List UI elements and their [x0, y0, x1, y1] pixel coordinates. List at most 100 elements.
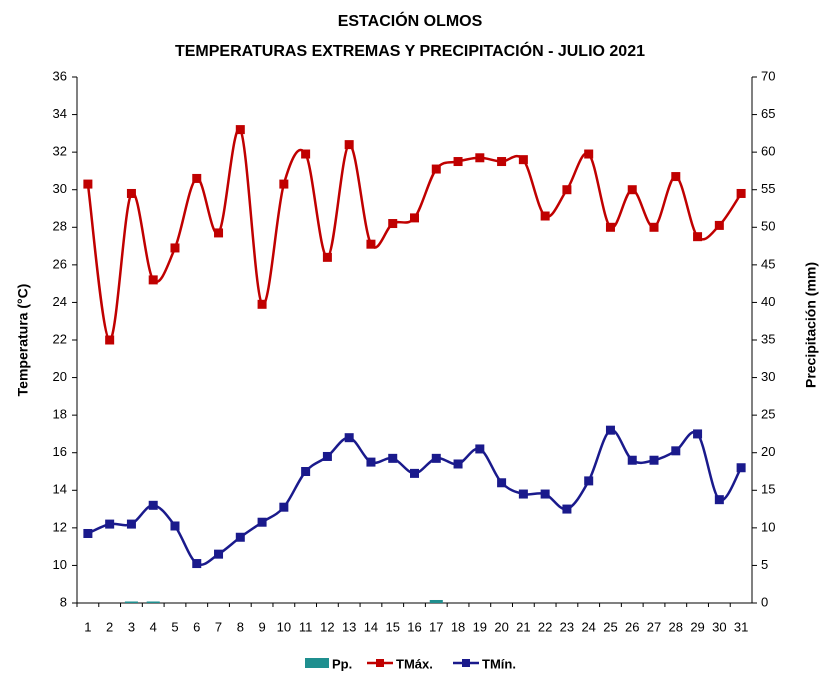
- marker: [627, 185, 637, 195]
- y2-tick-label: 0: [761, 594, 768, 609]
- chart-title: ESTACIÓN OLMOS: [338, 11, 483, 30]
- bar: [124, 601, 138, 603]
- x-tick-label: 13: [342, 619, 356, 634]
- marker: [126, 519, 136, 529]
- marker: [148, 275, 158, 285]
- chart-subtitle: TEMPERATURAS EXTREMAS Y PRECIPITACIÓN - …: [175, 41, 645, 60]
- marker: [453, 459, 463, 469]
- marker: [518, 155, 528, 165]
- marker: [148, 500, 158, 510]
- marker: [366, 239, 376, 249]
- x-tick-label: 2: [106, 619, 113, 634]
- y-axis-label: Temperatura (°C): [15, 284, 31, 397]
- marker: [366, 457, 376, 467]
- legend-text: TMáx.: [396, 656, 433, 671]
- legend-swatch: [462, 659, 470, 667]
- y2-tick-label: 10: [761, 519, 775, 534]
- marker: [518, 489, 528, 499]
- marker: [344, 433, 354, 443]
- x-tick-label: 12: [320, 619, 334, 634]
- marker: [649, 222, 659, 232]
- marker: [322, 451, 332, 461]
- bar: [146, 601, 160, 603]
- marker: [83, 528, 93, 538]
- y2-tick-label: 50: [761, 219, 775, 234]
- y-tick-label: 16: [53, 444, 67, 459]
- y-tick-label: 18: [53, 407, 67, 422]
- marker: [214, 228, 224, 238]
- x-tick-label: 25: [603, 619, 617, 634]
- marker: [714, 220, 724, 230]
- x-tick-label: 31: [734, 619, 748, 634]
- x-tick-label: 14: [364, 619, 378, 634]
- x-tick-label: 8: [237, 619, 244, 634]
- x-tick-label: 10: [277, 619, 291, 634]
- x-tick-label: 4: [150, 619, 157, 634]
- x-tick-label: 3: [128, 619, 135, 634]
- x-tick-label: 27: [647, 619, 661, 634]
- marker: [584, 476, 594, 486]
- y-tick-label: 12: [53, 519, 67, 534]
- y-tick-label: 8: [60, 594, 67, 609]
- x-tick-label: 30: [712, 619, 726, 634]
- y2-tick-label: 30: [761, 369, 775, 384]
- marker: [322, 252, 332, 262]
- line: [87, 428, 743, 566]
- y-tick-label: 36: [53, 68, 67, 83]
- marker: [540, 489, 550, 499]
- legend-text: Pp.: [332, 656, 352, 671]
- marker: [453, 157, 463, 167]
- marker: [301, 467, 311, 476]
- legend-swatch: [376, 659, 384, 667]
- marker: [431, 453, 441, 463]
- x-tick-label: 26: [625, 619, 639, 634]
- marker: [605, 222, 615, 232]
- y-tick-label: 20: [53, 369, 67, 384]
- x-tick-label: 15: [385, 619, 399, 634]
- marker: [105, 335, 115, 345]
- y2-tick-label: 35: [761, 331, 775, 346]
- marker: [83, 179, 93, 189]
- y2-axis-label: Precipitación (mm): [803, 262, 819, 388]
- y2-tick-label: 65: [761, 106, 775, 121]
- y-tick-label: 26: [53, 256, 67, 271]
- y-tick-label: 10: [53, 557, 67, 572]
- x-tick-label: 23: [560, 619, 574, 634]
- x-tick-label: 21: [516, 619, 530, 634]
- x-tick-label: 5: [171, 619, 178, 634]
- x-tick-label: 17: [429, 619, 443, 634]
- marker: [126, 188, 136, 198]
- legend-text: TMín.: [482, 656, 516, 671]
- marker: [192, 559, 202, 569]
- y-tick-label: 28: [53, 219, 67, 234]
- marker: [605, 425, 615, 435]
- marker: [540, 211, 550, 221]
- marker: [235, 125, 245, 135]
- marker: [714, 495, 724, 505]
- y2-tick-label: 25: [761, 407, 775, 422]
- marker: [584, 149, 594, 159]
- marker: [279, 179, 289, 189]
- marker: [257, 299, 267, 309]
- y2-tick-label: 55: [761, 181, 775, 196]
- y2-tick-label: 70: [761, 68, 775, 83]
- x-tick-label: 20: [494, 619, 508, 634]
- y2-tick-label: 15: [761, 482, 775, 497]
- y-tick-label: 24: [53, 294, 67, 309]
- marker: [105, 519, 115, 529]
- marker: [388, 453, 398, 463]
- marker: [693, 232, 703, 242]
- y2-tick-label: 40: [761, 294, 775, 309]
- y2-tick-label: 60: [761, 144, 775, 159]
- legend-swatch: [305, 658, 329, 668]
- marker: [235, 532, 245, 542]
- marker: [170, 521, 180, 531]
- x-tick-label: 1: [84, 619, 91, 634]
- x-tick-label: 11: [299, 619, 313, 634]
- x-tick-label: 9: [258, 619, 265, 634]
- marker: [671, 172, 681, 182]
- y-tick-label: 22: [53, 331, 67, 346]
- marker: [671, 446, 681, 456]
- marker: [410, 468, 419, 478]
